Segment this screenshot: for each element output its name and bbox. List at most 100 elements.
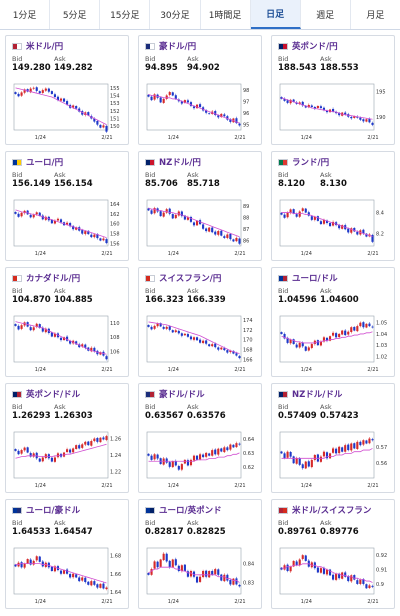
ask-value: 85.718: [187, 179, 220, 189]
rate-card[interactable]: 英ポンド/円 Bid Ask 188.543 188.553 195 190 1/24 2/21: [271, 35, 395, 145]
tab-timeframe-4[interactable]: 1時間足: [201, 0, 251, 29]
candle-body: [313, 216, 316, 220]
y-tick-label: 195: [376, 90, 386, 96]
candlestick-chart[interactable]: 110 108 106 1/24 2/21: [12, 314, 124, 374]
tab-timeframe-2[interactable]: 15分足: [100, 0, 151, 29]
card-header: 豪ドル/円: [145, 40, 257, 52]
pair-name[interactable]: 米ドル/円: [26, 42, 64, 52]
candle-body: [147, 325, 150, 327]
pair-name[interactable]: ユーロ/豪ドル: [26, 506, 81, 516]
tab-timeframe-5[interactable]: 日足: [250, 0, 301, 29]
tab-timeframe-7[interactable]: 月足: [366, 11, 385, 21]
candle-body: [168, 92, 171, 95]
candle-body: [156, 561, 159, 568]
y-tick-label: 86: [243, 238, 249, 244]
candle-body: [214, 569, 217, 575]
pair-name[interactable]: 米ドル/スイスフラン: [292, 506, 372, 516]
candle-body: [90, 441, 93, 446]
candle-body: [280, 332, 283, 334]
rate-card[interactable]: ユーロ/円 Bid Ask 156.149 156.154 164 162 160 158 156…: [5, 151, 129, 261]
rate-card[interactable]: 米ドル/スイスフラン Bid Ask 0.89761 0.89776 0.92 0.91 0.…: [271, 499, 395, 609]
rate-card[interactable]: 豪ドル/円 Bid Ask 94.895 94.902 98 97 96 95 1/24 2/21: [138, 35, 262, 145]
candle-body: [69, 223, 72, 227]
tab-timeframe-1[interactable]: 5分足: [50, 0, 101, 29]
tab-timeframe-3[interactable]: 30分足: [150, 0, 201, 29]
candle-body: [102, 125, 105, 128]
x-tick-label: 1/24: [35, 367, 46, 373]
candlestick-chart[interactable]: 164 162 160 158 156 1/24 2/21: [12, 198, 124, 258]
candle-body: [365, 584, 368, 589]
candle-body: [238, 356, 241, 359]
rate-card[interactable]: カナダドル/円 Bid Ask 104.870 104.885 110 108 106 1/24…: [5, 267, 129, 377]
candle-body: [217, 347, 220, 350]
candle-body: [29, 214, 32, 218]
pair-name[interactable]: 豪ドル/ドル: [159, 390, 205, 400]
rate-card[interactable]: 豪ドル/ドル Bid Ask 0.63567 0.63576 0.64 0.63 0.62 1/…: [138, 383, 262, 493]
rate-card[interactable]: NZドル/ドル Bid Ask 0.57409 0.57423 0.57 0.56 1/24 2…: [271, 383, 395, 493]
rate-card[interactable]: 英ポンド/ドル Bid Ask 1.26293 1.26303 1.26 1.24 1.22 1…: [5, 383, 129, 493]
rate-card[interactable]: スイスフラン/円 Bid Ask 166.323 166.339 174 172 170 168…: [138, 267, 262, 377]
candle-body: [35, 556, 38, 561]
pair-name[interactable]: NZドル/円: [159, 158, 201, 168]
candle-body: [319, 106, 322, 109]
candlestick-chart[interactable]: 195 190 1/24 2/21: [278, 82, 390, 142]
y-tick-label: 89: [243, 204, 249, 210]
y-tick-label: 1.05: [376, 321, 387, 327]
pair-name[interactable]: スイスフラン/円: [159, 274, 222, 284]
pair-name[interactable]: 英ポンド/円: [292, 42, 338, 52]
candle-body: [192, 455, 196, 461]
candlestick-chart[interactable]: 1.05 1.04 1.03 1.02 1/24 2/21: [278, 314, 390, 374]
candlestick-chart[interactable]: 0.84 0.83 1/24 2/21: [145, 546, 257, 606]
rate-card[interactable]: 米ドル/円 Bid Ask 149.280 149.282 155 154 153 152 151…: [5, 35, 129, 145]
candle-body: [81, 230, 84, 234]
candlestick-chart[interactable]: 0.57 0.56 1/24 2/21: [278, 430, 390, 490]
pair-name[interactable]: ランド/円: [292, 158, 330, 168]
candle-body: [186, 571, 189, 577]
candlestick-chart[interactable]: 98 97 96 95 1/24 2/21: [145, 82, 257, 142]
candle-body: [17, 93, 20, 97]
candle-body: [50, 332, 53, 337]
pair-name[interactable]: ユーロ/ドル: [292, 274, 338, 284]
candlestick-chart[interactable]: 1.26 1.24 1.22 1/24 2/21: [12, 430, 124, 490]
rate-card[interactable]: ユーロ/ドル Bid Ask 1.04596 1.04600 1.05 1.04 1.03 1.…: [271, 267, 395, 377]
candle-body: [81, 111, 84, 115]
candle-body: [171, 461, 174, 468]
candle-body: [87, 581, 90, 585]
ask-label: Ask: [187, 55, 199, 63]
bid-label: Bid: [12, 55, 23, 63]
ask-value: 0.82825: [187, 527, 226, 537]
candle-body: [38, 556, 41, 562]
pair-name[interactable]: カナダドル/円: [26, 274, 81, 284]
currency-flag-icon: [145, 158, 155, 166]
card-header: ユーロ/豪ドル: [12, 504, 124, 516]
pair-name[interactable]: NZドル/ドル: [292, 390, 343, 400]
candlestick-chart[interactable]: 89 88 87 86 1/24 2/21: [145, 198, 257, 258]
pair-name[interactable]: 豪ドル/円: [159, 42, 197, 52]
rate-card[interactable]: ユーロ/豪ドル Bid Ask 1.64533 1.64547 1.68 1.66 1.64 1…: [5, 499, 129, 609]
candlestick-chart[interactable]: 0.64 0.63 0.62 1/24 2/21: [145, 430, 257, 490]
candle-body: [75, 574, 78, 578]
candle-body: [350, 443, 353, 451]
tab-timeframe-0[interactable]: 1分足: [0, 0, 51, 29]
candle-body: [20, 450, 23, 454]
pair-name[interactable]: 英ポンド/ドル: [26, 390, 81, 400]
candle-body: [105, 436, 108, 440]
candle-body: [93, 438, 96, 442]
candlestick-chart[interactable]: 0.92 0.91 0.9 1/24 2/21: [278, 546, 390, 606]
candle-body: [153, 454, 156, 460]
tab-timeframe-6[interactable]: 週足: [301, 0, 351, 29]
candlestick-chart[interactable]: 1.68 1.66 1.64 1/24 2/21: [12, 546, 124, 606]
candle-body: [153, 561, 156, 569]
pair-name[interactable]: ユーロ/英ポンド: [159, 506, 222, 516]
rate-card[interactable]: NZドル/円 Bid Ask 85.706 85.718 89 88 87 86 1/24 2/21: [138, 151, 262, 261]
candlestick-chart[interactable]: 8.4 8.2 1/24 2/21: [278, 198, 390, 258]
candle-body: [359, 441, 362, 446]
ask-label: Ask: [320, 171, 332, 179]
candle-body: [75, 341, 78, 345]
pair-name[interactable]: ユーロ/円: [26, 158, 64, 168]
rate-card[interactable]: ユーロ/英ポンド Bid Ask 0.82817 0.82825 0.84 0.83 1/24…: [138, 499, 262, 609]
rate-card[interactable]: ランド/円 Bid Ask 8.120 8.130 8.4 8.2 1/24 2/21: [271, 151, 395, 261]
candle-body: [232, 118, 235, 123]
candlestick-chart[interactable]: 174 172 170 168 166 1/24 2/21: [145, 314, 257, 374]
